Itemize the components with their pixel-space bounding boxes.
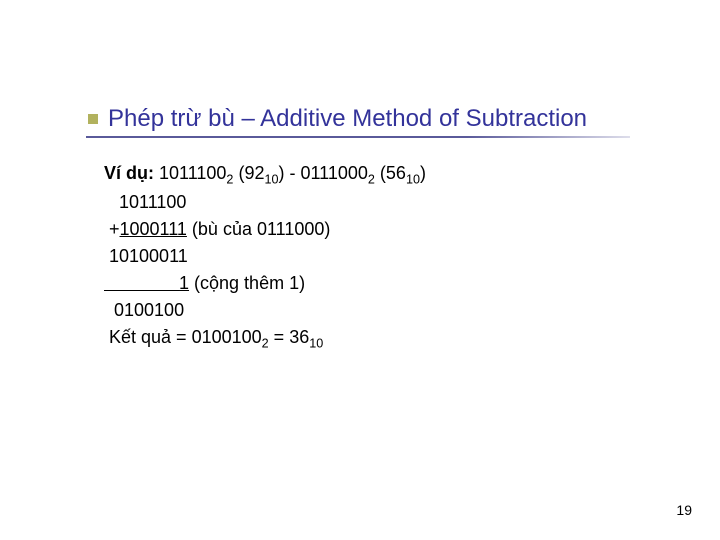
example-result: Kết quả = 01001002 = 3610 [104, 324, 426, 353]
example-line-1: Ví dụ: 10111002 (9210) - 01110002 (5610) [104, 160, 426, 189]
title-underline [86, 136, 630, 138]
slide-title: Phép trừ bù – Additive Method of Subtrac… [108, 105, 587, 133]
slide-body: Ví dụ: 10111002 (9210) - 01110002 (5610)… [104, 160, 426, 354]
example-line-6: 0100100 [104, 297, 426, 324]
page-number: 19 [676, 502, 692, 518]
example-line-5: 1 (cộng thêm 1) [104, 270, 426, 297]
example-line-3: +1000111 (bù của 0111000) [104, 216, 426, 243]
example-line-4: 10100011 [104, 243, 426, 270]
title-bullet [88, 114, 98, 124]
example-line-2: 1011100 [104, 189, 426, 216]
example-label: Ví dụ: [104, 163, 154, 183]
slide-title-row: Phép trừ bù – Additive Method of Subtrac… [88, 105, 587, 133]
